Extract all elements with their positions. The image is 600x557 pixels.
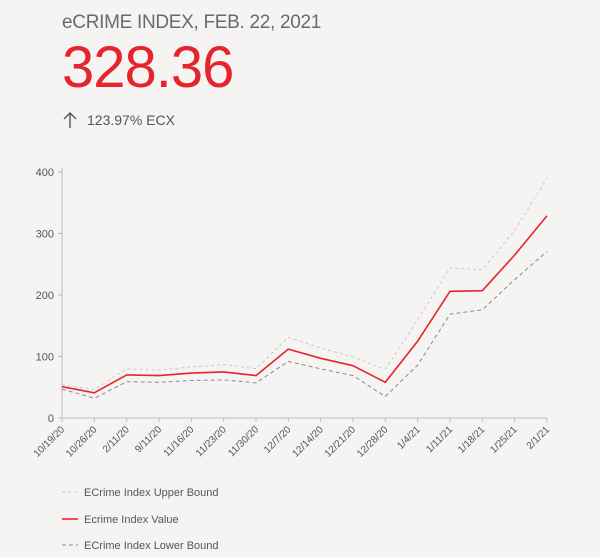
series-line-2 (61, 250, 548, 399)
change-text: 123.97% ECX (87, 112, 175, 128)
x-tick-label: 12/14/20 (290, 424, 326, 460)
legend-label: ECrime Index Upper Bound (84, 487, 219, 499)
change-row: 123.97% ECX (62, 111, 321, 129)
y-tick-label: 300 (36, 229, 54, 241)
x-tick-label: 10/19/20 (32, 424, 68, 460)
legend-label: ECrime Index Lower Bound (84, 540, 219, 552)
legend-label: Ecrime Index Value (84, 514, 179, 526)
x-tick-label: 12/7/20 (262, 424, 294, 456)
page-title: eCRIME INDEX, FEB. 22, 2021 (62, 12, 322, 33)
y-tick-label: 0 (48, 413, 54, 425)
x-tick-label: 1/18/21 (456, 424, 488, 456)
x-tick-label: 11/16/20 (162, 424, 197, 459)
series-line-0 (61, 177, 548, 391)
x-tick-label: 11/23/20 (194, 424, 229, 459)
x-tick-label: 2/11/20 (101, 424, 132, 455)
x-tick-label: 2/1/21 (525, 424, 553, 452)
x-tick-label: 12/21/20 (323, 424, 359, 460)
x-tick-label: 12/28/20 (355, 424, 391, 460)
y-tick-label: 200 (36, 290, 54, 302)
x-tick-label: 9/11/20 (133, 424, 164, 455)
header: eCRIME INDEX, FEB. 22, 2021 328.36 123.9… (62, 12, 321, 129)
y-tick-label: 100 (36, 352, 54, 364)
x-tick-label: 1/4/21 (395, 424, 423, 452)
x-tick-label: 11/30/20 (226, 424, 261, 459)
x-tick-label: 1/25/21 (488, 424, 520, 456)
arrow-up-icon (63, 112, 77, 128)
x-tick-label: 1/11/21 (424, 424, 455, 455)
y-tick-label: 400 (36, 167, 54, 179)
series-line-1 (61, 215, 548, 394)
x-tick-label: 10/26/20 (64, 424, 100, 460)
index-value: 328.36 (62, 35, 234, 100)
